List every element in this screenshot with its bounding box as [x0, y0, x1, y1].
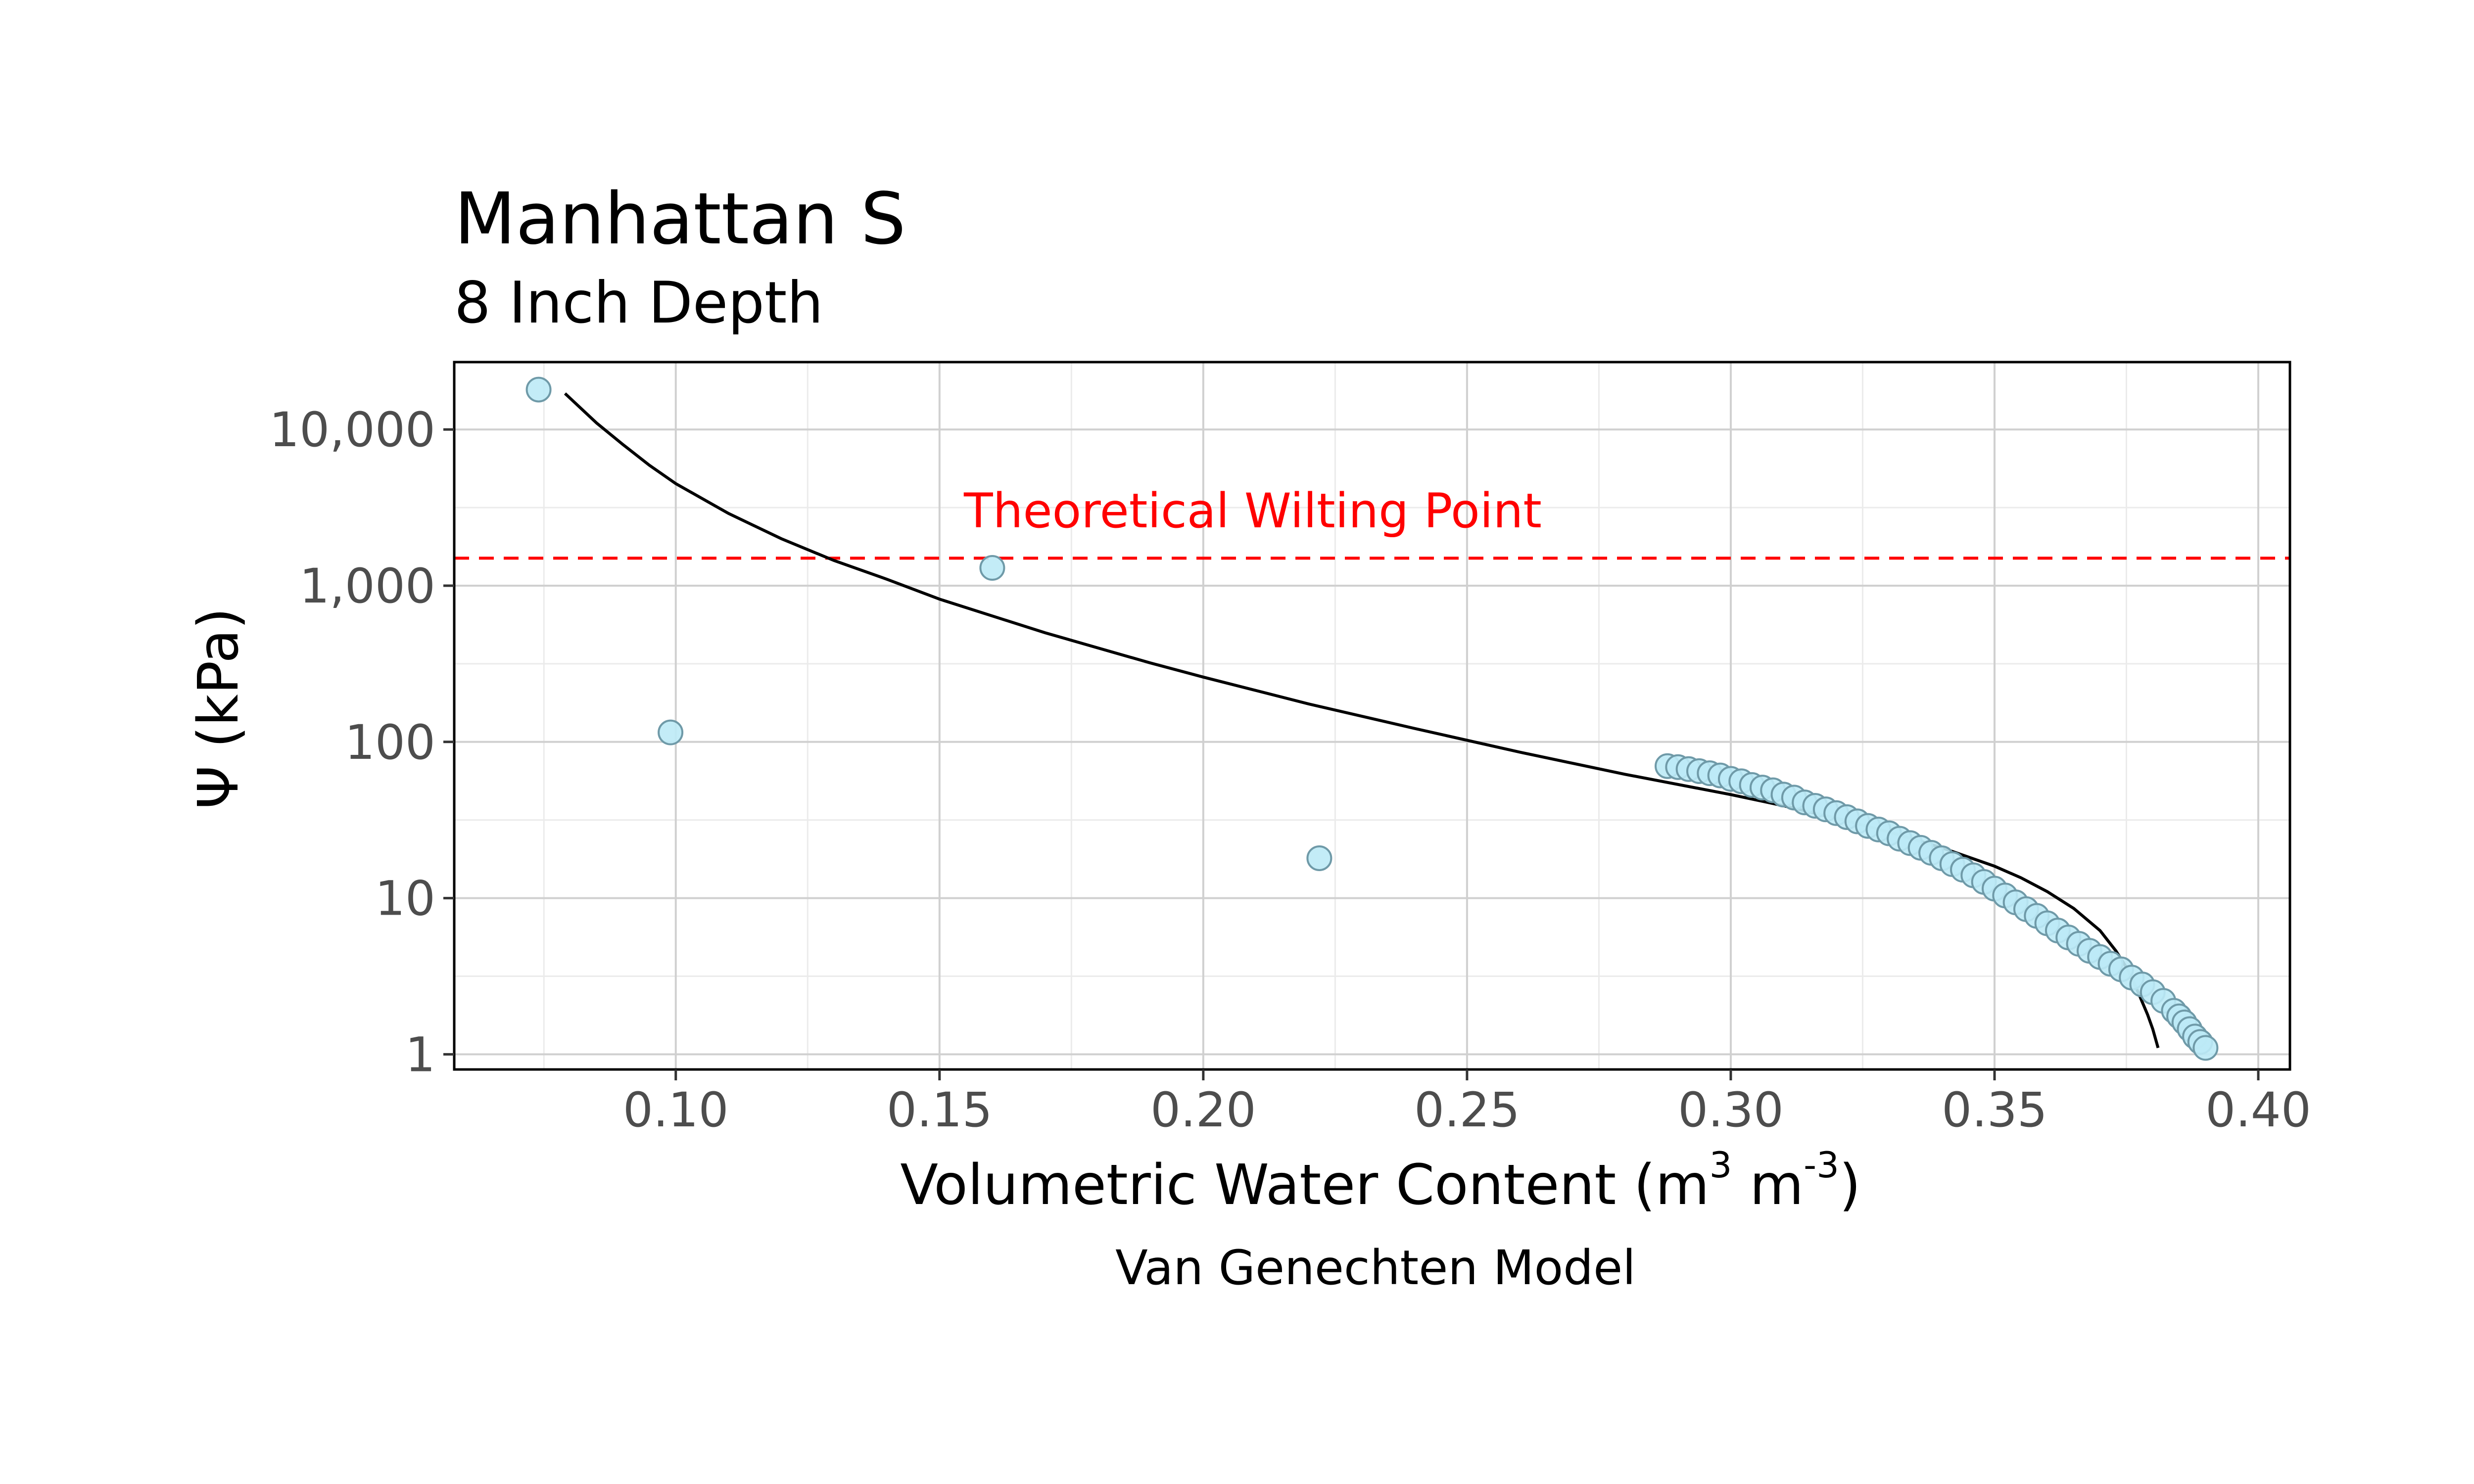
- y-axis-label: Ψ (kPa): [187, 607, 251, 809]
- x-tick-label: 0.20: [1150, 1082, 1256, 1138]
- wilting-point-label: Theoretical Wilting Point: [964, 483, 1542, 539]
- x-axis-label-exponent-1: 3: [1709, 1144, 1732, 1186]
- data-point: [525, 376, 552, 403]
- data-point: [1306, 845, 1332, 871]
- x-axis-label-unit: m: [1732, 1153, 1804, 1217]
- grid-minor: [454, 362, 2290, 1069]
- van-genuchten-fit-curve: [564, 392, 2160, 1049]
- x-axis-label-close: ): [1839, 1153, 1861, 1217]
- x-axis-label: Volumetric Water Content (m3 m-3): [900, 1147, 1860, 1213]
- x-axis-label-exponent-2: -3: [1804, 1144, 1839, 1186]
- y-tick-label: 1: [405, 1027, 435, 1082]
- x-tick-label: 0.15: [887, 1082, 993, 1138]
- data-point: [2192, 1035, 2219, 1061]
- x-tick-label: 0.25: [1414, 1082, 1520, 1138]
- x-tick-label: 0.35: [1942, 1082, 2047, 1138]
- data-point: [979, 555, 1005, 581]
- model-caption: Van Genechten Model: [1115, 1240, 1636, 1296]
- data-point: [658, 719, 684, 745]
- x-axis-ticks: 0.10 0.15 0.20 0.25 0.30 0.35 0.40: [623, 1069, 2311, 1138]
- x-tick-label: 0.10: [623, 1082, 729, 1138]
- x-axis-label-text: Volumetric Water Content (m: [900, 1153, 1710, 1217]
- grid-major: [454, 362, 2290, 1069]
- y-tick-label: 10,000: [269, 402, 435, 458]
- plot-panel-border: [453, 361, 2291, 1071]
- chart-title: Manhattan S: [454, 177, 906, 260]
- y-axis-ticks: 1 10 100 1,000 10,000: [269, 402, 454, 1082]
- y-tick-label: 100: [345, 715, 435, 770]
- x-tick-label: 0.40: [2205, 1082, 2311, 1138]
- observed-points: [525, 376, 2219, 1061]
- x-tick-label: 0.30: [1678, 1082, 1784, 1138]
- chart-subtitle: 8 Inch Depth: [454, 270, 823, 336]
- y-tick-label: 1,000: [299, 558, 435, 614]
- y-tick-label: 10: [375, 871, 435, 927]
